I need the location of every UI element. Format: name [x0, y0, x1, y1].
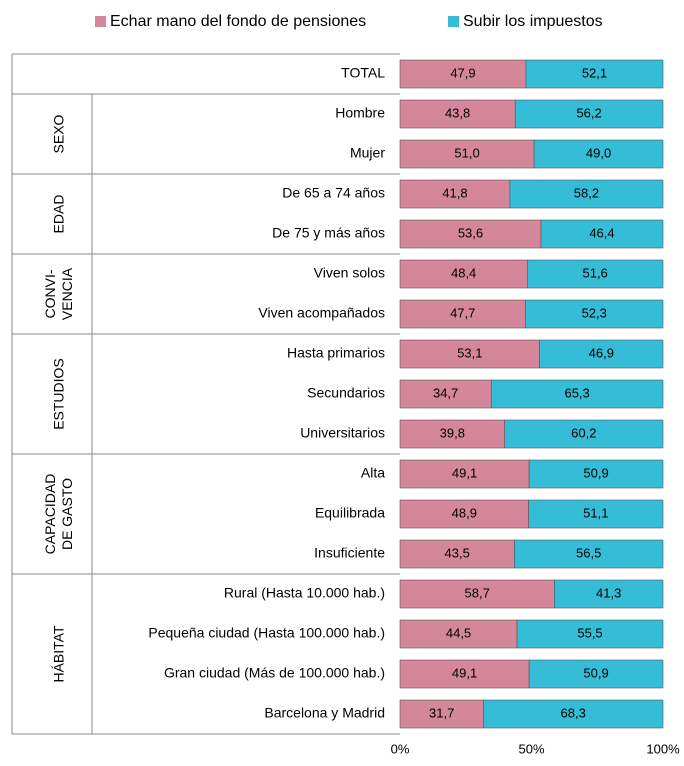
category-label: De 75 y más años: [272, 225, 385, 241]
group-label: EDAD: [51, 195, 67, 234]
value-label: 65,3: [564, 385, 589, 400]
value-label: 49,0: [586, 145, 611, 160]
value-label: 44,5: [446, 625, 471, 640]
category-label: Secundarios: [307, 385, 385, 401]
bar-segment: [399, 139, 535, 169]
category-label: Universitarios: [300, 425, 385, 441]
bar-segment: [490, 379, 664, 409]
value-label: 50,9: [583, 465, 608, 480]
x-tick-label: 50%: [518, 741, 544, 756]
bar-segment: [514, 99, 664, 129]
value-label: 51,1: [583, 505, 608, 520]
bar-segment: [516, 619, 664, 649]
value-label: 39,8: [440, 425, 465, 440]
bar-segment: [514, 539, 664, 569]
bar-segment: [526, 259, 664, 289]
x-tick-label: 100%: [646, 741, 680, 756]
bar-segment: [399, 699, 484, 729]
bar-segment: [540, 219, 664, 249]
value-label: 50,9: [583, 665, 608, 680]
value-label: 34,7: [433, 385, 458, 400]
category-label: Mujer: [350, 145, 385, 161]
value-label: 51,6: [582, 265, 607, 280]
bar-segment: [533, 139, 664, 169]
bar-segment: [528, 499, 664, 529]
value-label: 51,0: [454, 145, 479, 160]
bar-segment: [399, 299, 526, 329]
category-label: Viven solos: [314, 265, 385, 281]
value-label: 48,4: [451, 265, 476, 280]
bar-segment: [399, 459, 530, 489]
category-label: Alta: [361, 465, 385, 481]
category-label: Pequeña ciudad (Hasta 100.000 hab.): [148, 625, 385, 641]
value-label: 48,9: [452, 505, 477, 520]
group-label: VENCIA: [59, 267, 75, 320]
bar-segment: [525, 299, 664, 329]
value-label: 55,5: [577, 625, 602, 640]
bar-segment: [504, 419, 664, 449]
group-label: CAPACIDAD: [42, 474, 58, 555]
category-label: Insuficiente: [314, 545, 385, 561]
value-label: 60,2: [571, 425, 596, 440]
bar-segment: [554, 579, 664, 609]
value-label: 41,8: [442, 185, 467, 200]
bar-segment: [539, 339, 664, 369]
bar-segment: [399, 379, 492, 409]
bar-segment: [399, 259, 528, 289]
value-label: 52,3: [582, 305, 607, 320]
group-label: DE GASTO: [59, 478, 75, 550]
category-label: Gran ciudad (Más de 100.000 hab.): [164, 665, 385, 681]
value-label: 41,3: [596, 585, 621, 600]
bar-segment: [399, 99, 516, 129]
value-label: 46,9: [589, 345, 614, 360]
bar-segment: [399, 659, 530, 689]
value-label: 49,1: [452, 665, 477, 680]
group-label: SEXO: [51, 114, 67, 153]
group-label: CONVI-: [42, 269, 58, 318]
category-label: Hasta primarios: [287, 345, 385, 361]
bar-segment: [399, 499, 529, 529]
bar-segment: [528, 459, 664, 489]
value-label: 53,6: [458, 225, 483, 240]
bar-segment: [399, 619, 518, 649]
bar-segment: [399, 179, 511, 209]
legend-label: Subir los impuestos: [463, 13, 603, 30]
legend-swatch: [448, 16, 459, 27]
group-label: HÁBITAT: [51, 625, 67, 682]
value-label: 43,8: [445, 105, 470, 120]
category-label: Viven acompañados: [258, 305, 385, 321]
category-label: TOTAL: [341, 65, 385, 81]
value-label: 49,1: [452, 465, 477, 480]
bar-segment: [525, 59, 664, 89]
category-label: Equilibrada: [315, 505, 385, 521]
value-label: 53,1: [457, 345, 482, 360]
category-label: Rural (Hasta 10.000 hab.): [224, 585, 385, 601]
value-label: 56,2: [576, 105, 601, 120]
value-label: 47,7: [450, 305, 475, 320]
value-label: 56,5: [576, 545, 601, 560]
x-tick-label: 0%: [391, 741, 410, 756]
bar-segment: [399, 339, 540, 369]
legend-label: Echar mano del fondo de pensiones: [110, 13, 366, 30]
bar-segment: [399, 579, 555, 609]
value-label: 58,7: [465, 585, 490, 600]
bar-segment: [483, 699, 664, 729]
category-label: De 65 a 74 años: [282, 185, 385, 201]
value-label: 68,3: [561, 705, 586, 720]
bar-segment: [509, 179, 664, 209]
value-label: 43,5: [445, 545, 470, 560]
bar-segment: [399, 219, 542, 249]
value-label: 47,9: [450, 65, 475, 80]
category-label: Hombre: [335, 105, 385, 121]
bar-segment: [528, 659, 664, 689]
category-label: Barcelona y Madrid: [264, 705, 385, 721]
legend-swatch: [95, 16, 106, 27]
value-label: 31,7: [429, 705, 454, 720]
value-label: 46,4: [589, 225, 614, 240]
value-label: 52,1: [582, 65, 607, 80]
group-label: ESTUDIOS: [51, 358, 67, 430]
value-label: 58,2: [574, 185, 599, 200]
bar-segment: [399, 59, 527, 89]
